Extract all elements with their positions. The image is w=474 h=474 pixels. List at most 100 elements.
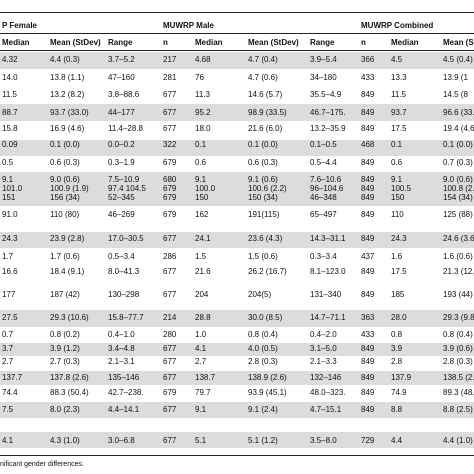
table-row: 4.1 4.3 (1.0) 3.0–6.8 677 5.1 5.1 (1.2) 3.5–8.… xyxy=(0,433,474,449)
cell-female-median: 88.7 xyxy=(2,108,18,117)
cell-male-median: 76 xyxy=(195,73,204,82)
cell-combined-n: 849 xyxy=(361,108,375,117)
cell-combined-n: 849 xyxy=(361,267,375,276)
cell-combined-mean: 8.8 (2.5) xyxy=(443,405,473,414)
cell-male-median: 95.2 xyxy=(195,108,211,117)
cell-male-range: 131–340 xyxy=(310,290,342,299)
group-header-male: MUWRP Male xyxy=(163,21,214,30)
row-shading-band xyxy=(0,52,474,69)
cell-male-mean: 23.6 (4.3) xyxy=(248,234,283,243)
cell-combined-n: 849 xyxy=(361,405,375,414)
cell-male-mean: 100.6 (2.2) xyxy=(248,184,287,193)
cell-male-range: 0.1–0.5 xyxy=(310,140,337,149)
cell-male-median: 162 xyxy=(195,210,209,219)
cell-male-mean: 4.7 (0.4) xyxy=(248,55,278,64)
table-row: 88.7 93.7 (33.0) 44–177 677 95.2 98.9 (33.5) 4… xyxy=(0,105,474,121)
cell-female-median: 14.0 xyxy=(2,73,18,82)
cell-female-range: 3.0–6.8 xyxy=(108,436,135,445)
cell-combined-mean: 2.8 (0.3) xyxy=(443,357,473,366)
cell-combined-n: 849 xyxy=(361,344,375,353)
cell-combined-mean: 29.3 (9.8 xyxy=(443,313,474,322)
cell-female-range: 2.1–3.1 xyxy=(108,357,135,366)
cell-combined-median: 150 xyxy=(391,193,405,202)
cell-male-range: 0.4–2.0 xyxy=(310,330,337,339)
cell-female-mean: 13.8 (1.1) xyxy=(50,73,85,82)
cell-male-mean: 204(5) xyxy=(248,290,272,299)
cell-female-median: 11.5 xyxy=(2,90,17,99)
cell-female-mean: 1.7 (0.6) xyxy=(50,252,80,261)
cell-female-range: 3.8–88.6 xyxy=(108,90,140,99)
cell-female-range: 8.0–41.3 xyxy=(108,267,140,276)
cell-female-mean: 156 (34) xyxy=(50,193,80,202)
cell-combined-n: 366 xyxy=(361,55,375,64)
cell-female-mean: 29.3 (10.6) xyxy=(50,313,89,322)
cell-combined-median: 2.8 xyxy=(391,357,403,366)
cell-male-mean: 9.1 (2.4) xyxy=(248,405,278,414)
cell-male-range: 46–348 xyxy=(310,193,337,202)
cell-female-median: 101.0 xyxy=(2,184,23,193)
cell-male-median: 11.3 xyxy=(195,90,210,99)
cell-combined-n: 849 xyxy=(361,193,375,202)
cell-combined-n: 849 xyxy=(361,388,375,397)
cell-combined-mean: 193 (44) xyxy=(443,290,473,299)
cell-combined-median: 100.5 xyxy=(391,184,412,193)
cell-male-median: 4.68 xyxy=(195,55,211,64)
cell-male-median: 28.8 xyxy=(195,313,211,322)
table-row: 151 156 (34) 52–345 679 150 150 (34) 46–348 849… xyxy=(0,190,474,206)
cell-combined-n: 849 xyxy=(361,175,375,184)
cell-male-median: 4.1 xyxy=(195,344,207,353)
cell-female-range: 15.8–77.7 xyxy=(108,313,144,322)
cell-female-range: 17.0–30.5 xyxy=(108,234,144,243)
cell-male-median: 204 xyxy=(195,290,209,299)
cell-combined-median: 0.6 xyxy=(391,158,403,167)
cell-combined-mean: 9.0 (0.6) xyxy=(443,175,473,184)
cell-male-median: 150 xyxy=(195,193,209,202)
group-header-rule xyxy=(0,33,474,34)
cell-male-median: 24.1 xyxy=(195,234,211,243)
cell-combined-median: 8.8 xyxy=(391,405,403,414)
table-row: 9.1 9.0 (0.6) 7.5–10.9 680 9.1 9.1 (0.6) 7.6–1… xyxy=(0,172,474,188)
cell-female-range: 97.4 104.5 xyxy=(108,184,146,193)
col-header-female-mean: Mean (StDev) xyxy=(50,38,101,47)
cell-male-mean: 0.8 (0.4) xyxy=(248,330,278,339)
cell-female-range: 46–269 xyxy=(108,210,135,219)
cell-combined-median: 0.8 xyxy=(391,330,403,339)
cell-male-median: 21.6 xyxy=(195,267,211,276)
cell-male-range: 96–104.6 xyxy=(310,184,344,193)
row-shading-band xyxy=(0,343,474,356)
cell-male-mean: 26.2 (16.7) xyxy=(248,267,287,276)
cell-female-mean: 100.9 (1.9) xyxy=(50,184,89,193)
cell-combined-n: 849 xyxy=(361,234,375,243)
group-header-combined: MUWRP Combined xyxy=(361,21,434,30)
cell-male-range: 7.6–10.6 xyxy=(310,175,342,184)
cell-female-range: 7.5–10.9 xyxy=(108,175,140,184)
cell-male-mean: 150 (34) xyxy=(248,193,278,202)
cell-male-mean: 5.1 (1.2) xyxy=(248,436,278,445)
cell-female-median: 16.6 xyxy=(2,267,18,276)
col-header-combined-n: n xyxy=(361,38,366,47)
cell-female-mean: 4.3 (1.0) xyxy=(50,436,80,445)
table-top-rule xyxy=(0,12,474,13)
cell-combined-median: 74.9 xyxy=(391,388,407,397)
cell-combined-mean: 0.7 (0.3) xyxy=(443,158,473,167)
col-header-combined-mean: Mean (S xyxy=(443,38,474,47)
cell-female-mean: 16.9 (4.6) xyxy=(50,124,85,133)
cell-combined-median: 17.5 xyxy=(391,267,407,276)
cell-male-range: 0.3–3.4 xyxy=(310,252,337,261)
cell-female-median: 74.4 xyxy=(2,388,18,397)
cell-combined-mean: 13.9 (1 xyxy=(443,73,468,82)
cell-combined-n: 849 xyxy=(361,357,375,366)
cell-male-n: 214 xyxy=(163,313,177,322)
table-row: 1.7 1.7 (0.6) 0.5–3.4 286 1.5 1.5 (0.6) 0.3–3.… xyxy=(0,249,474,265)
cell-female-range: 130–298 xyxy=(108,290,140,299)
cell-male-n: 677 xyxy=(163,267,177,276)
col-header-male-mean: Mean (StDev) xyxy=(248,38,299,47)
table-row: 137.7 137.8 (2.6) 135–146 677 138.7 138.9 (2.… xyxy=(0,370,474,386)
cell-combined-mean: 3.9 (0.6) xyxy=(443,344,473,353)
cell-combined-n: 433 xyxy=(361,330,375,339)
cell-female-range: 135–146 xyxy=(108,373,140,382)
cell-female-mean: 13.2 (8.2) xyxy=(50,90,85,99)
cell-male-range: 65–497 xyxy=(310,210,337,219)
cell-male-n: 280 xyxy=(163,330,177,339)
cell-female-range: 0.4–1.0 xyxy=(108,330,135,339)
